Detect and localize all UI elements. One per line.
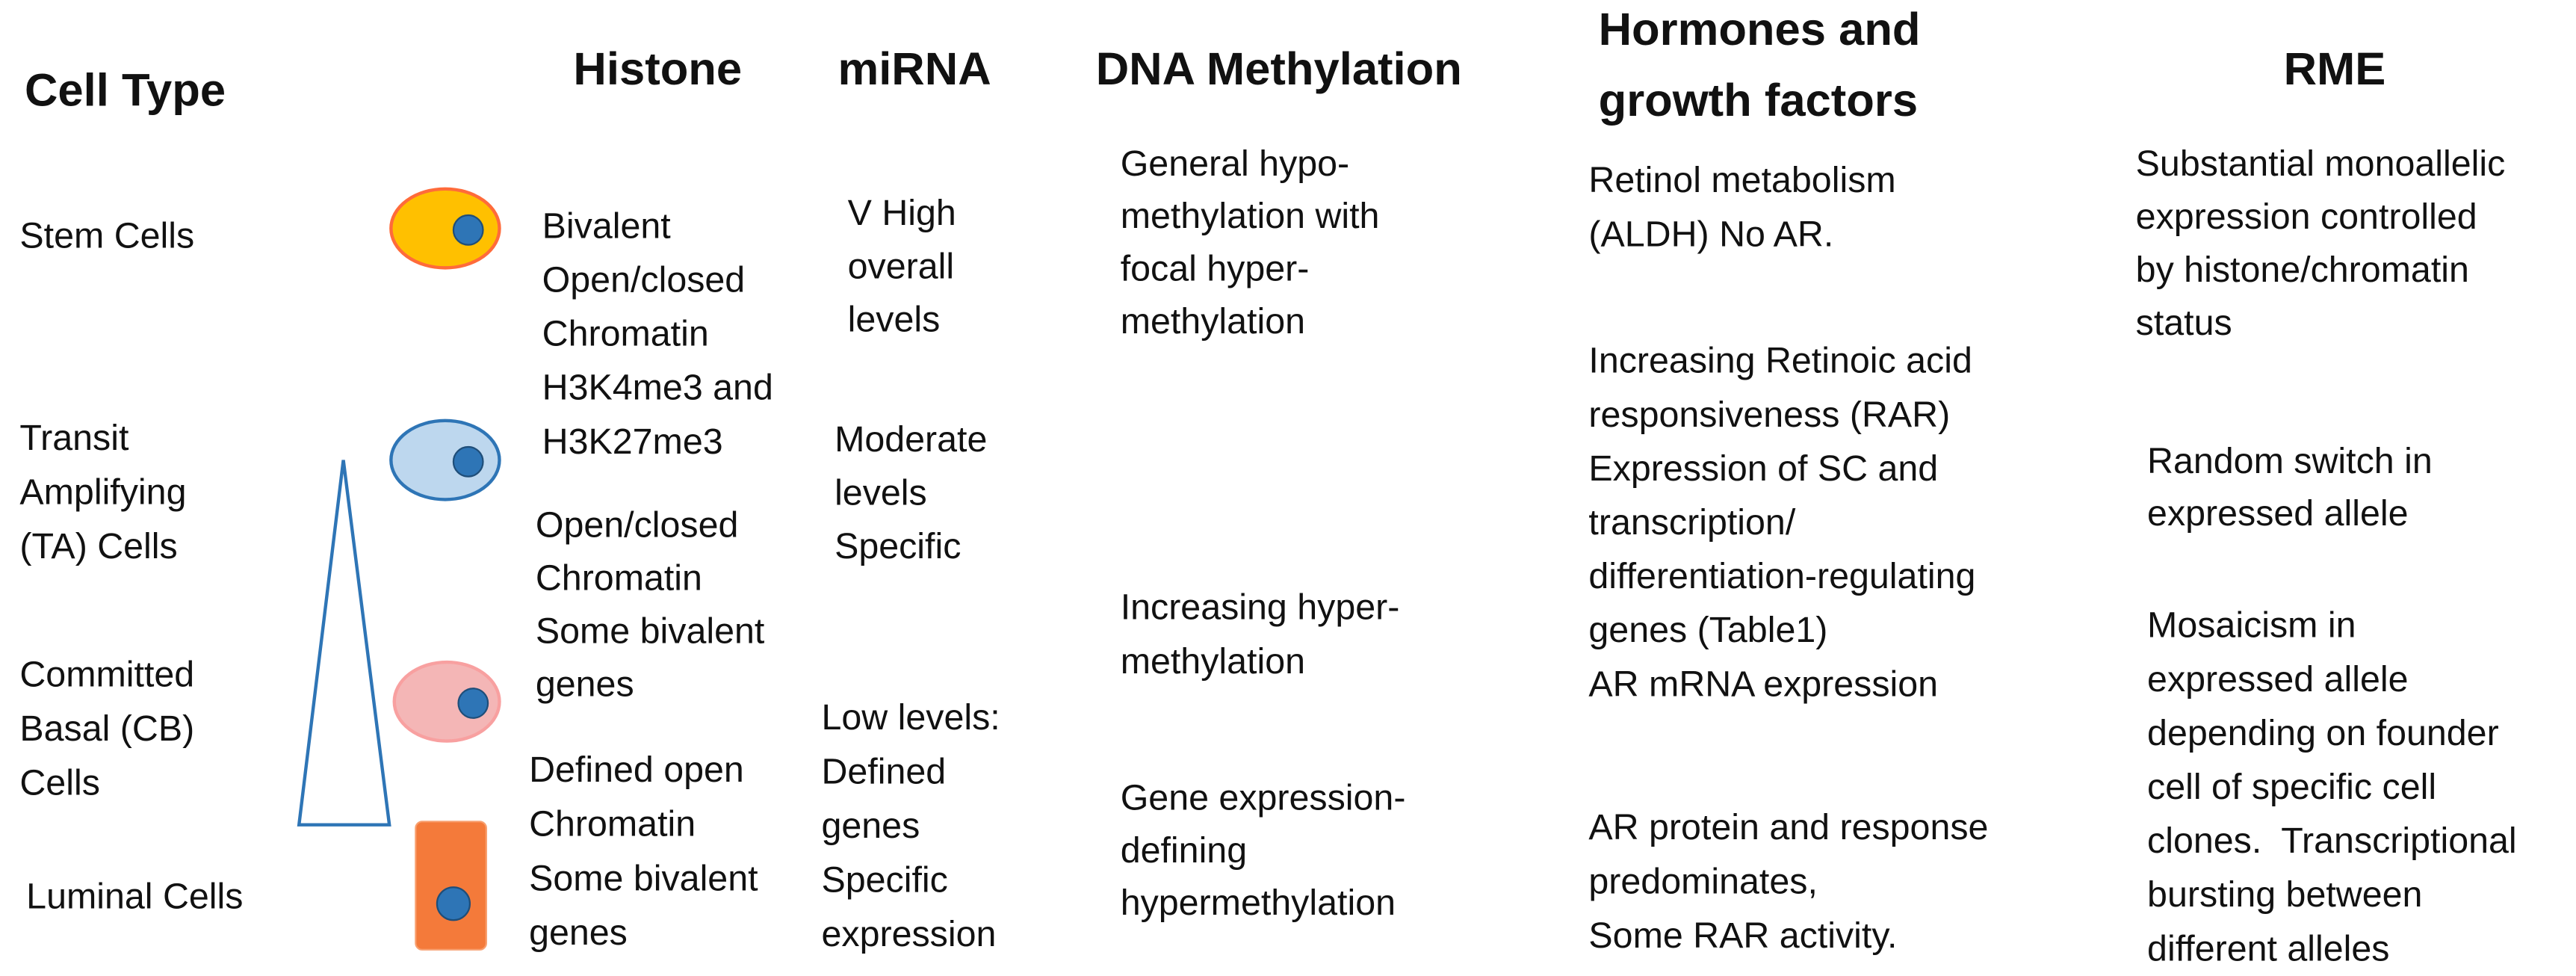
hormones-text: (ALDH) No AR. <box>1588 214 1833 254</box>
gradient-triangle <box>297 460 391 827</box>
header: DNA Methylation <box>1096 43 1462 95</box>
hormones-text: Expression of SC and <box>1588 448 1938 489</box>
histone-text: Chromatin <box>536 558 702 599</box>
hormones-text: Increasing Retinoic acid <box>1588 341 1972 381</box>
dna-methylation-text: methylation <box>1121 301 1305 342</box>
hormones-text: predominates, <box>1588 862 1817 902</box>
histone-text: Chromatin <box>542 314 709 354</box>
ta-cell-icon <box>389 418 501 501</box>
mirna-text: Moderate <box>835 419 987 460</box>
mirna-text: Specific <box>835 526 961 566</box>
histone-text: genes <box>529 912 628 953</box>
cell-types-text: Transit <box>19 418 129 458</box>
histone-text: H3K27me3 <box>542 421 723 462</box>
mirna-text: Defined <box>821 751 946 791</box>
hormones-text: responsiveness (RAR) <box>1588 395 1950 435</box>
header: Hormones and <box>1599 4 1921 55</box>
dna-methylation-text: methylation <box>1121 641 1305 682</box>
histone-text: H3K4me3 and <box>542 368 773 408</box>
dna-methylation-text: General hypo- <box>1121 143 1349 184</box>
dna-methylation-text: hypermethylation <box>1121 883 1396 923</box>
hormones-text: AR mRNA expression <box>1588 664 1938 704</box>
dna-methylation-text: focal hyper- <box>1121 249 1310 289</box>
rme-text: expressed allele <box>2147 493 2409 534</box>
header: growth factors <box>1599 75 1918 126</box>
rme-text: expression controlled <box>2136 197 2477 237</box>
mirna-text: Low levels: <box>821 697 1000 738</box>
rme-text: by histone/chromatin <box>2136 250 2469 290</box>
histone-text: Some bivalent <box>536 611 765 652</box>
header: Histone <box>573 43 742 95</box>
cell-types-text: Stem Cells <box>19 216 194 256</box>
mirna-text: levels <box>835 473 927 513</box>
histone-text: Open/closed <box>542 260 746 300</box>
rme-text: different alleles <box>2147 928 2389 969</box>
hormones-text: differentiation-regulating <box>1588 556 1975 596</box>
mirna-text: V High <box>848 193 956 233</box>
rme-text: Random switch in <box>2147 441 2433 481</box>
histone-text: genes <box>536 664 634 705</box>
rme-text: Substantial monoallelic <box>2136 143 2506 184</box>
header: Cell Type <box>25 65 226 117</box>
rme-text: Mosaicism in <box>2147 605 2356 646</box>
dna-methylation-text: methylation with <box>1121 196 1380 236</box>
histone-text: Some bivalent <box>529 858 758 898</box>
dna-methylation-text: Gene expression- <box>1121 778 1406 818</box>
mirna-text: levels <box>848 300 941 340</box>
rme-text: status <box>2136 303 2232 343</box>
stem-cell-icon <box>389 187 501 270</box>
rme-text: expressed allele <box>2147 659 2409 699</box>
hormones-text: Retinol metabolism <box>1588 160 1895 200</box>
cell-types-text: (TA) Cells <box>19 526 177 566</box>
dna-methylation-text: defining <box>1121 830 1247 871</box>
nucleus <box>436 886 471 921</box>
histone-text: Chromatin <box>529 804 696 844</box>
histone-text: Defined open <box>529 750 744 790</box>
nucleus <box>452 445 484 478</box>
histone-text: Open/closed <box>536 505 739 546</box>
cell-types-text: Luminal Cells <box>26 876 243 916</box>
mirna-text: Specific <box>821 859 947 900</box>
rme-text: bursting between <box>2147 874 2422 915</box>
histone-text: Bivalent <box>542 206 672 246</box>
header: RME <box>2284 43 2386 95</box>
cell-types-text: Amplifying <box>19 472 186 513</box>
cell-types-text: Basal (CB) <box>19 708 194 749</box>
rme-text: depending on founder <box>2147 713 2499 753</box>
cell-types-text: Cells <box>19 763 100 803</box>
nucleus <box>452 214 484 246</box>
rme-text: clones. Transcriptional <box>2147 821 2517 861</box>
hormones-text: transcription/ <box>1588 502 1795 543</box>
cell-types-text: Committed <box>19 655 194 695</box>
nucleus <box>457 688 489 719</box>
mirna-text: expression <box>821 914 996 954</box>
luminal-cell-icon <box>415 821 487 951</box>
rme-text: cell of specific cell <box>2147 767 2436 807</box>
hormones-text: Some RAR activity. <box>1588 915 1897 956</box>
hormones-text: genes (Table1) <box>1588 610 1827 650</box>
mirna-text: genes <box>821 806 920 846</box>
mirna-text: overall <box>848 246 954 286</box>
header: miRNA <box>837 43 991 95</box>
cb-cell-icon <box>392 660 501 743</box>
dna-methylation-text: Increasing hyper- <box>1121 587 1400 627</box>
hormones-text: AR protein and response <box>1588 807 1988 847</box>
